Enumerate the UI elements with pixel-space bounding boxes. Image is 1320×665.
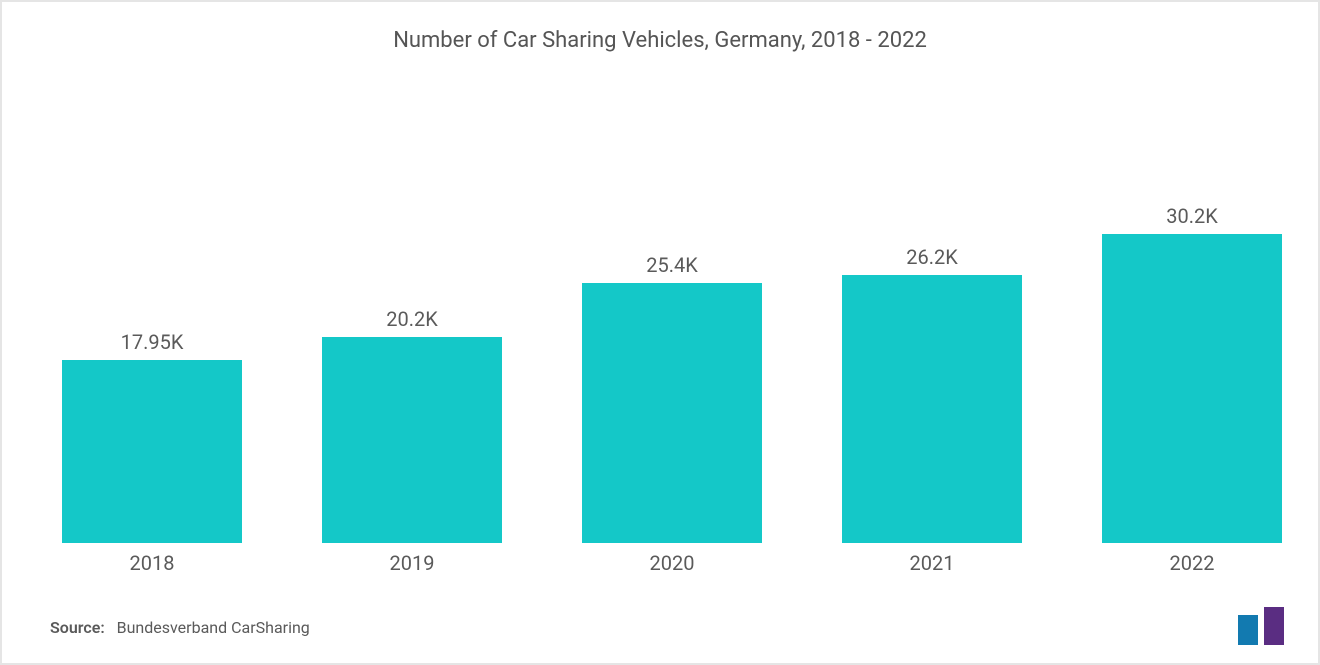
bar-group: 17.95K2018 (62, 330, 242, 543)
bar (322, 337, 502, 543)
bar (842, 275, 1022, 543)
bar-value-label: 20.2K (322, 307, 502, 331)
bar-value-label: 26.2K (842, 245, 1022, 269)
x-axis-label: 2022 (1102, 551, 1282, 575)
bar-group: 20.2K2019 (322, 307, 502, 543)
bar-group: 26.2K2021 (842, 245, 1022, 543)
bar-group: 30.2K2022 (1102, 204, 1282, 543)
x-axis-label: 2020 (582, 551, 762, 575)
bar-value-label: 25.4K (582, 253, 762, 277)
plot-area: 17.95K201820.2K201925.4K202026.2K202130.… (42, 73, 1278, 543)
chart-title: Number of Car Sharing Vehicles, Germany,… (42, 28, 1278, 53)
x-axis-label: 2021 (842, 551, 1022, 575)
bar-value-label: 17.95K (62, 330, 242, 354)
bar (1102, 234, 1282, 543)
bar (62, 360, 242, 543)
source-text: Bundesverband CarSharing (117, 618, 310, 637)
brand-logo (1234, 607, 1294, 645)
chart-container: Number of Car Sharing Vehicles, Germany,… (0, 0, 1320, 665)
bar (582, 283, 762, 543)
bar-value-label: 30.2K (1102, 204, 1282, 228)
source-label: Source: (50, 618, 105, 637)
x-axis-label: 2019 (322, 551, 502, 575)
bar-group: 25.4K2020 (582, 253, 762, 543)
source-row: Source: Bundesverband CarSharing (50, 618, 310, 637)
x-axis-label: 2018 (62, 551, 242, 575)
